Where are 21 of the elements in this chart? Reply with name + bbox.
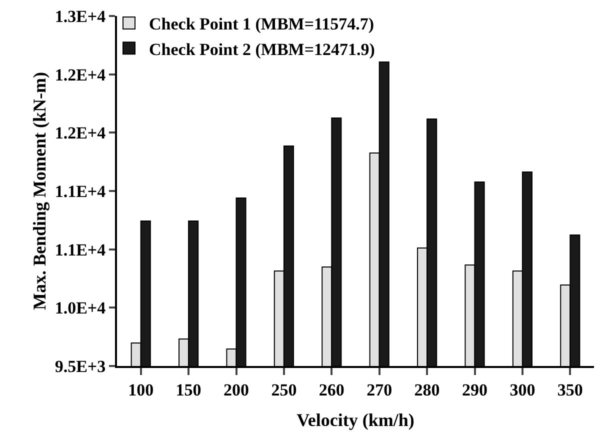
x-tick-label: 260 <box>318 380 344 400</box>
x-tick-label: 350 <box>557 380 583 400</box>
y-tick-label: 1.0E+4 <box>54 298 106 318</box>
y-tick-label: 1.1E+4 <box>54 182 106 201</box>
x-tick-label: 300 <box>510 380 536 400</box>
x-tick-label: 290 <box>462 380 488 400</box>
x-tick-label: 250 <box>271 380 297 400</box>
x-tick-label: 100 <box>128 380 154 400</box>
x-axis-title: Velocity (km/h) <box>296 410 414 430</box>
y-tick-label: 1.3E+4 <box>54 6 106 26</box>
x-tick-label: 150 <box>176 380 202 400</box>
y-tick-label: 9.5E+3 <box>54 356 106 376</box>
y-tick-label: 1.1E+4 <box>54 240 106 260</box>
y-tick-label: 1.2E+4 <box>54 65 106 84</box>
legend-label: Check Point 1 (MBM=11574.7) <box>149 14 374 34</box>
y-axis-title: Max. Bending Moment (kN-m) <box>30 72 50 310</box>
x-tick-label: 270 <box>366 380 392 400</box>
legend-label: Check Point 2 (MBM=12471.9) <box>149 40 375 59</box>
y-tick-label: 1.2E+4 <box>54 124 106 143</box>
x-tick-label: 200 <box>224 380 249 400</box>
x-tick-label: 280 <box>414 380 440 400</box>
